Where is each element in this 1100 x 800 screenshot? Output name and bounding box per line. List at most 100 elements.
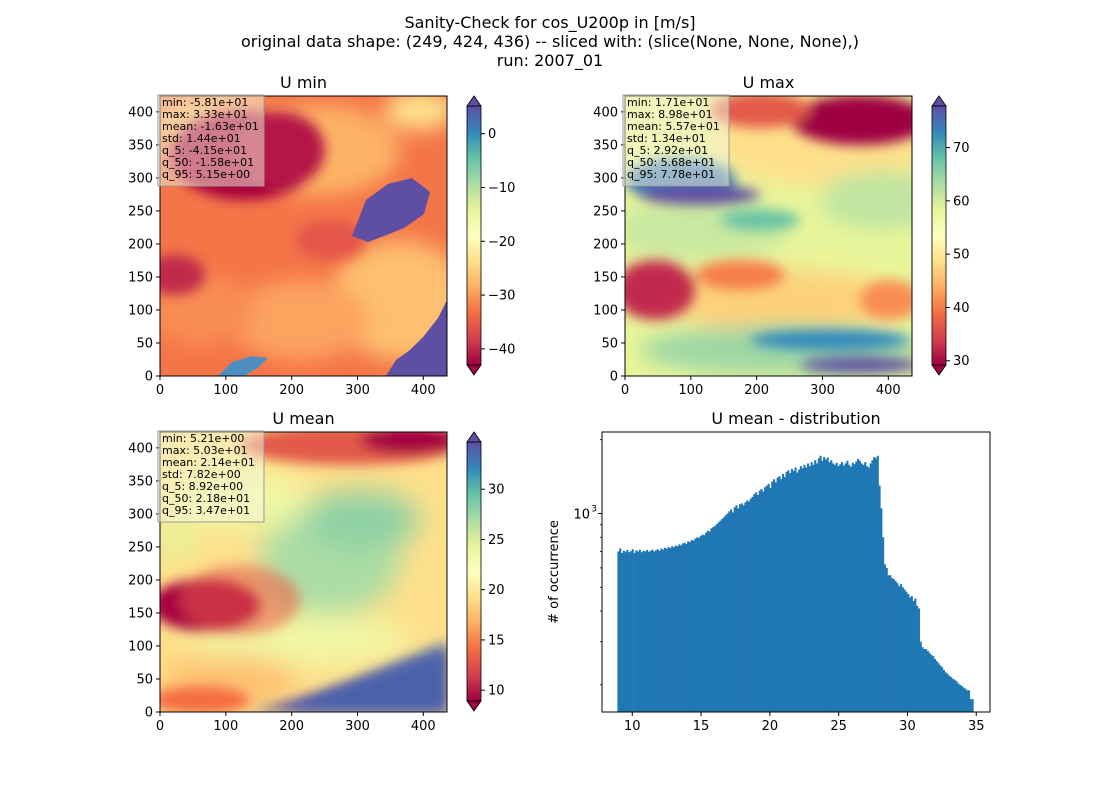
u-max-colorbar-tick-label: 40 xyxy=(953,301,970,316)
histogram-bar xyxy=(773,479,776,712)
histogram-bar xyxy=(690,539,693,712)
histogram-bar xyxy=(851,462,854,712)
title-line-3: run: 2007_01 xyxy=(496,51,604,70)
histogram-bar xyxy=(699,535,702,712)
histogram-bar xyxy=(719,520,722,712)
histogram-bar xyxy=(815,463,819,712)
histogram-bar xyxy=(644,551,647,712)
u-max-x-tick-label: 400 xyxy=(876,383,901,398)
histogram-bar xyxy=(853,464,856,712)
histogram-bar xyxy=(860,463,863,712)
histogram-bar xyxy=(697,537,700,712)
histogram-bar xyxy=(701,534,704,712)
histogram-bar xyxy=(740,503,743,712)
histogram-bar xyxy=(726,513,729,712)
histogram-bar xyxy=(799,466,802,712)
histogram-bar xyxy=(764,487,767,712)
histogram-x-tick-label: 25 xyxy=(830,719,847,734)
histogram-bar xyxy=(835,462,838,712)
histogram-bar xyxy=(767,483,770,712)
histogram-bar xyxy=(871,460,874,712)
histogram-bar xyxy=(892,579,895,712)
histogram-bar xyxy=(908,597,912,712)
histogram-bar xyxy=(662,549,665,712)
histogram-bar xyxy=(864,462,867,712)
u-max-stat-line: std: 1.34e+01 xyxy=(627,132,706,145)
histogram-bar xyxy=(667,547,670,712)
histogram-bar xyxy=(905,591,908,712)
u-max-colorbar: 70 60 50 40 30 xyxy=(931,95,970,376)
histogram-bar xyxy=(692,540,695,712)
u-min-stat-line: min: -5.81e+01 xyxy=(162,96,248,109)
u-max-y-tick-label: 350 xyxy=(593,138,618,153)
histogram-x-tick-label: 30 xyxy=(899,719,916,734)
histogram-bar xyxy=(688,542,692,712)
u-min-colorbar: 0 −10 −20 −30 −40 xyxy=(466,95,515,376)
histogram-bar xyxy=(703,535,706,712)
histogram-bar xyxy=(826,457,829,712)
histogram-bar xyxy=(705,532,708,712)
histogram-bar xyxy=(765,485,768,712)
u-min-y-tick-label: 200 xyxy=(128,237,153,252)
histogram-bar xyxy=(796,472,799,712)
histogram-bar xyxy=(819,455,822,712)
u-mean-axes: 0 100 200 300 400 0 50 100 150 200 250 300 350 400 xyxy=(128,441,436,734)
histogram-bar xyxy=(631,549,634,712)
histogram-bar xyxy=(747,501,751,712)
figure-title: Sanity-Check for cos_U200p in [m/s] orig… xyxy=(0,13,1100,70)
histogram-bar xyxy=(620,553,624,712)
u-mean-colorbar-tick-label: 20 xyxy=(488,583,505,598)
histogram-bar xyxy=(944,672,947,712)
histogram-bar xyxy=(887,575,890,712)
histogram-bar xyxy=(617,551,620,712)
histogram-bar xyxy=(941,667,944,712)
u-max-y-tick-label: 250 xyxy=(593,204,618,219)
histogram-bar xyxy=(637,551,640,712)
u-min-y-tick-label: 150 xyxy=(128,270,153,285)
histogram-y-tick-exponent: 3 xyxy=(591,505,597,515)
histogram-bar xyxy=(873,457,876,712)
histogram-bar xyxy=(640,552,643,712)
histogram-bar xyxy=(885,567,888,712)
histogram-bar xyxy=(828,462,831,712)
u-mean-stat-line: min: 5.21e+00 xyxy=(162,432,244,445)
histogram-bar xyxy=(874,458,878,712)
histogram-bar xyxy=(917,608,920,712)
histogram-bar xyxy=(833,464,836,712)
histogram-bar xyxy=(629,551,633,712)
u-mean-y-tick-label: 250 xyxy=(128,540,153,555)
histogram-bar xyxy=(733,507,736,712)
u-min-x-tick-label: 400 xyxy=(411,383,436,398)
u-mean-y-tick-label: 50 xyxy=(136,672,153,687)
histogram-bar xyxy=(663,547,666,712)
histogram-bar xyxy=(846,460,849,712)
u-min-stat-line: q_50: -1.58e+01 xyxy=(162,156,254,169)
histogram-bar xyxy=(746,500,749,712)
u-mean-y-tick-label: 0 xyxy=(145,706,153,721)
histogram-bar xyxy=(735,505,738,712)
histogram-bar xyxy=(950,677,953,712)
histogram-bar xyxy=(839,464,842,712)
u-max-title: U max xyxy=(743,73,795,92)
u-min-x-tick-label: 200 xyxy=(279,383,304,398)
u-max-stat-line: mean: 5.57e+01 xyxy=(627,120,720,133)
histogram-bar xyxy=(882,537,885,712)
histogram-bar xyxy=(808,466,811,712)
histogram-bar xyxy=(921,647,924,712)
histogram-bar xyxy=(781,473,785,712)
u-mean-y-tick-label: 100 xyxy=(128,639,153,654)
histogram-bar xyxy=(624,551,627,712)
histogram-bar xyxy=(867,467,870,712)
u-mean-y-tick-label: 300 xyxy=(128,507,153,522)
histogram-bar xyxy=(712,527,715,712)
histogram-bar xyxy=(798,469,801,712)
histogram-bar xyxy=(731,512,734,712)
histogram-bar xyxy=(794,467,797,712)
histogram-title: U mean - distribution xyxy=(711,409,880,428)
u-mean-colorbar-frame xyxy=(466,441,482,702)
histogram-bar xyxy=(907,593,910,712)
histogram-bar xyxy=(862,464,865,712)
histogram-bar xyxy=(646,549,649,712)
histogram-bar xyxy=(910,596,913,712)
u-max-stat-line: q_5: 2.92e+01 xyxy=(627,144,708,157)
